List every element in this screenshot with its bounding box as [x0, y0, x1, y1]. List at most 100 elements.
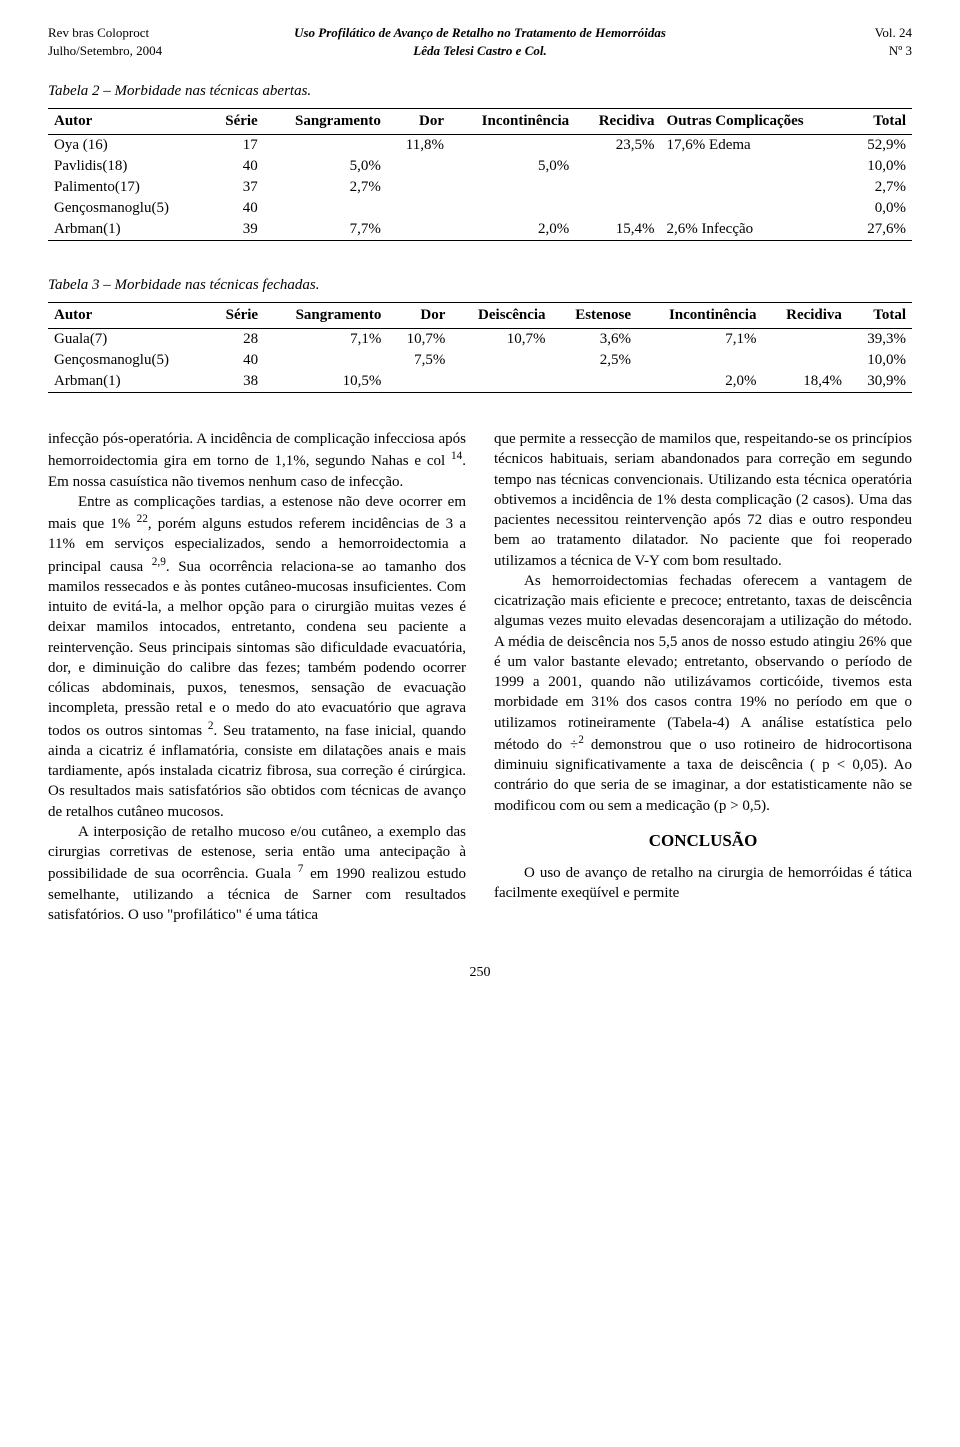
table-cell: 7,5%: [387, 350, 451, 371]
table-cell: 27,6%: [848, 219, 912, 241]
table-cell: [387, 156, 450, 177]
citation-ref: 2,9: [152, 556, 166, 568]
body-text: que permite a ressecção de mamilos que, …: [494, 431, 912, 569]
table-cell: 39,3%: [848, 329, 912, 351]
table-cell: 39: [208, 219, 264, 241]
body-paragraph: Entre as complicações tardias, a estenos…: [48, 492, 466, 822]
issue-number: Nº 3: [670, 42, 912, 60]
col-header: Total: [848, 109, 912, 135]
table-cell: 2,0%: [450, 219, 575, 241]
issue-date: Julho/Setembro, 2004: [48, 42, 290, 60]
table-cell: [575, 156, 660, 177]
table-cell: [762, 350, 847, 371]
table-2: Autor Série Sangramento Dor Incontinênci…: [48, 108, 912, 241]
table-cell: 10,7%: [387, 329, 451, 351]
running-head-center: Uso Profilático de Avanço de Retalho no …: [290, 24, 670, 59]
table-2-block: Tabela 2 – Morbidade nas técnicas aberta…: [48, 83, 912, 241]
section-heading-conclusao: CONCLUSÃO: [494, 830, 912, 853]
volume: Vol. 24: [670, 24, 912, 42]
table-cell: [450, 198, 575, 219]
table-cell: [264, 135, 387, 157]
table-cell: Gençosmanoglu(5): [48, 198, 208, 219]
table-cell: 10,7%: [451, 329, 551, 351]
table-cell: 3,6%: [552, 329, 638, 351]
table-cell: [387, 177, 450, 198]
journal-abbrev: Rev bras Coloproct: [48, 24, 290, 42]
table-cell: 37: [208, 177, 264, 198]
table-cell: 7,7%: [264, 219, 387, 241]
table-cell: [575, 198, 660, 219]
citation-ref: 2: [578, 734, 591, 746]
table-cell: [661, 156, 849, 177]
table-cell: [661, 198, 849, 219]
table-row: Arbman(1)3810,5%2,0%18,4%30,9%: [48, 371, 912, 393]
body-paragraph: As hemorroidectomias fechadas oferecem a…: [494, 571, 912, 816]
running-head-right: Vol. 24 Nº 3: [670, 24, 912, 59]
table-cell: Gençosmanoglu(5): [48, 350, 208, 371]
body-paragraph: que permite a ressecção de mamilos que, …: [494, 429, 912, 571]
body-text: As hemorroidectomias fechadas oferecem a…: [494, 573, 912, 753]
table-3-title: Tabela 3 – Morbidade nas técnicas fechad…: [48, 277, 912, 294]
right-column: que permite a ressecção de mamilos que, …: [494, 429, 912, 925]
running-head: Rev bras Coloproct Julho/Setembro, 2004 …: [48, 24, 912, 59]
page-number: 250: [48, 965, 912, 981]
table-3-block: Tabela 3 – Morbidade nas técnicas fechad…: [48, 277, 912, 393]
col-header: Dor: [387, 303, 451, 329]
table-cell: 2,0%: [637, 371, 762, 393]
table-cell: 52,9%: [848, 135, 912, 157]
col-header: Sangramento: [264, 109, 387, 135]
table-cell: [450, 177, 575, 198]
table-cell: 17,6% Edema: [661, 135, 849, 157]
table-cell: [450, 135, 575, 157]
table-cell: 23,5%: [575, 135, 660, 157]
table-row: Arbman(1)397,7%2,0%15,4%2,6% Infecção27,…: [48, 219, 912, 241]
table-row: Palimento(17)372,7%2,7%: [48, 177, 912, 198]
body-columns: infecção pós-operatória. A incidência de…: [48, 429, 912, 925]
table-cell: 15,4%: [575, 219, 660, 241]
table-cell: Palimento(17): [48, 177, 208, 198]
table-cell: [451, 350, 551, 371]
table-cell: [552, 371, 638, 393]
col-header: Total: [848, 303, 912, 329]
table-cell: Pavlidis(18): [48, 156, 208, 177]
col-header: Dor: [387, 109, 450, 135]
table-cell: [451, 371, 551, 393]
table-cell: 7,1%: [264, 329, 387, 351]
table-cell: Arbman(1): [48, 219, 208, 241]
table-cell: 10,0%: [848, 156, 912, 177]
table-2-title: Tabela 2 – Morbidade nas técnicas aberta…: [48, 83, 912, 100]
table-cell: 30,9%: [848, 371, 912, 393]
table-cell: 10,0%: [848, 350, 912, 371]
table-cell: 28: [208, 329, 264, 351]
col-header: Autor: [48, 303, 208, 329]
table-cell: [575, 177, 660, 198]
col-header: Incontinência: [450, 109, 575, 135]
col-header: Série: [208, 303, 264, 329]
table-cell: 7,1%: [637, 329, 762, 351]
article-title: Uso Profilático de Avanço de Retalho no …: [290, 24, 670, 42]
col-header: Série: [208, 109, 264, 135]
left-column: infecção pós-operatória. A incidência de…: [48, 429, 466, 925]
table-header-row: Autor Série Sangramento Dor Deiscência E…: [48, 303, 912, 329]
body-text: . Sua ocorrência relaciona-se ao tamanho…: [48, 559, 466, 739]
table-cell: 40: [208, 156, 264, 177]
table-cell: [387, 371, 451, 393]
body-paragraph: infecção pós-operatória. A incidência de…: [48, 429, 466, 492]
body-text: O uso de avanço de retalho na cirurgia d…: [494, 865, 912, 901]
table-cell: [387, 219, 450, 241]
article-authors: Lêda Telesi Castro e Col.: [290, 42, 670, 60]
table-cell: [264, 350, 387, 371]
table-cell: 5,0%: [264, 156, 387, 177]
col-header: Autor: [48, 109, 208, 135]
table-cell: [637, 350, 762, 371]
table-cell: 10,5%: [264, 371, 387, 393]
table-row: Oya (16)1711,8%23,5%17,6% Edema52,9%: [48, 135, 912, 157]
table-row: Guala(7)287,1%10,7%10,7%3,6%7,1%39,3%: [48, 329, 912, 351]
running-head-left: Rev bras Coloproct Julho/Setembro, 2004: [48, 24, 290, 59]
table-cell: [264, 198, 387, 219]
table-cell: 17: [208, 135, 264, 157]
body-paragraph: A interposição de retalho mucoso e/ou cu…: [48, 822, 466, 925]
table-3: Autor Série Sangramento Dor Deiscência E…: [48, 302, 912, 393]
table-header-row: Autor Série Sangramento Dor Incontinênci…: [48, 109, 912, 135]
col-header: Recidiva: [575, 109, 660, 135]
